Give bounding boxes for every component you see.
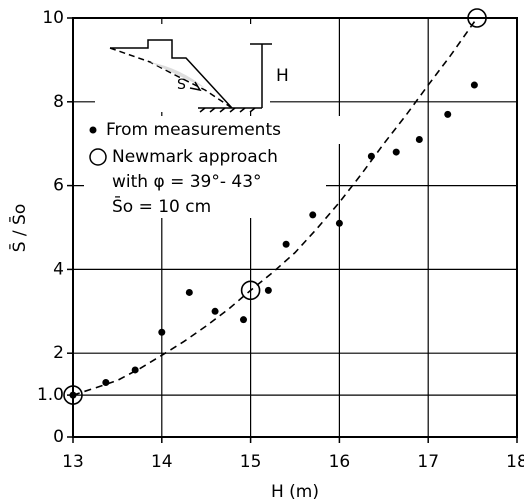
y-tick-label: 6	[53, 176, 64, 196]
data-point	[239, 316, 247, 324]
data-point	[102, 379, 110, 387]
data-point	[211, 307, 219, 315]
inset-sketch	[109, 39, 272, 113]
y-tick-label: 2	[53, 343, 64, 363]
legend-note: with φ = 39°- 43°	[112, 172, 262, 192]
x-tick-label: 15	[240, 452, 262, 472]
y-tick-label: 0	[53, 427, 64, 447]
y-tick-label: 4	[53, 259, 64, 279]
plot-frame	[72, 17, 518, 438]
data-point	[470, 81, 478, 89]
x-tick-label: 18	[506, 452, 524, 472]
data-point	[282, 240, 290, 248]
x-tick-label: 17	[417, 452, 439, 472]
data-point	[392, 148, 400, 156]
newmark-point	[467, 8, 487, 28]
x-tick-label: 14	[151, 452, 173, 472]
x-tick-label: 13	[62, 452, 84, 472]
data-point	[309, 211, 317, 219]
legend-label: Newmark approach	[112, 147, 278, 167]
data-point	[367, 152, 375, 160]
inset-background	[95, 24, 270, 112]
legend-background	[84, 116, 366, 144]
x-axis-label: H (m)	[271, 482, 319, 502]
data-point	[415, 136, 423, 144]
newmark-point	[63, 385, 83, 405]
legend-label: From measurements	[106, 120, 281, 140]
y-axis-label: S̄ / S̄o	[8, 204, 30, 253]
x-tick-label: 16	[329, 452, 351, 472]
data-point	[185, 288, 193, 296]
legend-note: S̄o = 10 cm	[112, 195, 211, 217]
inset-label: H	[276, 66, 289, 86]
data-point	[335, 219, 343, 227]
data-point	[69, 391, 77, 399]
data-point	[131, 366, 139, 374]
y-tick-label: 10	[42, 8, 64, 28]
legend-marker	[89, 148, 107, 166]
newmark-point	[240, 280, 261, 301]
data-point	[158, 328, 166, 336]
data-point	[444, 110, 452, 118]
legend-marker	[89, 126, 97, 134]
y-tick-label: 1.0	[37, 385, 64, 405]
data-point	[264, 286, 272, 294]
legend-background	[84, 144, 326, 218]
y-tick-label: 8	[53, 92, 64, 112]
inset-label: S	[177, 77, 186, 93]
